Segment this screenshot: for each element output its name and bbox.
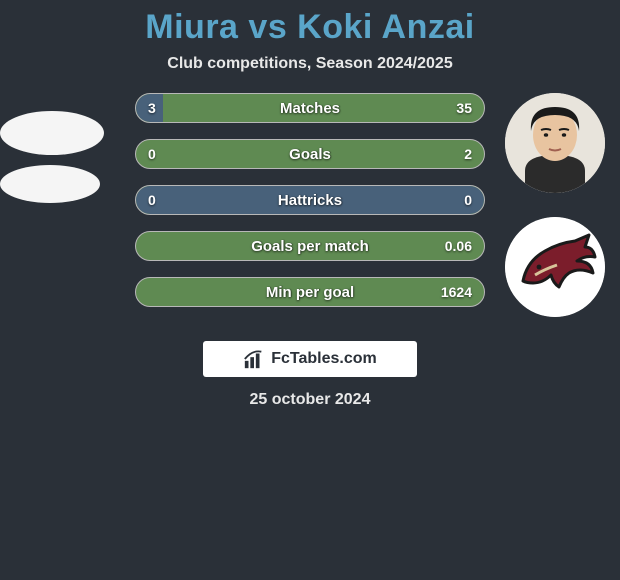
stat-right-value: 0 xyxy=(464,186,472,214)
team-left-logo xyxy=(0,165,100,203)
stat-row: Goals0 2 xyxy=(135,139,485,169)
player-right-column xyxy=(500,93,610,341)
subtitle: Club competitions, Season 2024/2025 xyxy=(0,55,620,73)
stat-right-value: 2 xyxy=(464,140,472,168)
coyote-logo-icon xyxy=(505,217,605,317)
brand-text: FcTables.com xyxy=(271,350,377,368)
brand-badge[interactable]: FcTables.com xyxy=(203,341,417,377)
stat-label: Goals xyxy=(136,140,484,168)
stats-area: Matches335Goals02Hattricks00Goals per ma… xyxy=(0,93,620,333)
stat-left-value: 3 xyxy=(148,94,156,122)
stat-left-value: 0 xyxy=(148,186,156,214)
bars-icon xyxy=(243,348,265,370)
stat-right-value: 0.06 xyxy=(445,232,472,260)
stat-bars: Matches335Goals02Hattricks00Goals per ma… xyxy=(135,93,485,323)
stat-row: Goals per match0.06 xyxy=(135,231,485,261)
stat-right-value: 1624 xyxy=(441,278,472,306)
stat-label: Goals per match xyxy=(136,232,484,260)
date-line: 25 october 2024 xyxy=(0,391,620,409)
player-left-avatar xyxy=(0,111,104,155)
stat-row: Hattricks0 0 xyxy=(135,185,485,215)
face-icon xyxy=(505,93,605,193)
stat-label: Min per goal xyxy=(136,278,484,306)
stat-row: Matches3 35 xyxy=(135,93,485,123)
stat-row: Min per goal1624 xyxy=(135,277,485,307)
comparison-card: Miura vs Koki Anzai Club competitions, S… xyxy=(0,0,620,409)
stat-label: Matches xyxy=(136,94,484,122)
page-title: Miura vs Koki Anzai xyxy=(0,8,620,47)
stat-left-value: 0 xyxy=(148,140,156,168)
player-left-column xyxy=(0,93,120,203)
stat-right-value: 35 xyxy=(456,94,472,122)
team-right-logo xyxy=(505,217,605,317)
stat-label: Hattricks xyxy=(136,186,484,214)
player-right-avatar xyxy=(505,93,605,193)
